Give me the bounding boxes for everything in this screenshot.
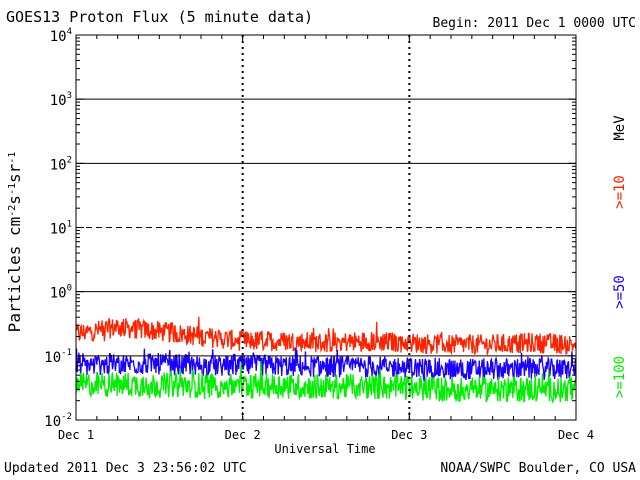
y-tick-label: 101 [50, 220, 72, 238]
series-line-p100 [75, 361, 577, 404]
y-axis-label: Particles cm-2s-1sr-1 [5, 152, 24, 333]
x-axis-label: Universal Time [274, 442, 375, 456]
x-tick-label: Dec 4 [558, 428, 594, 442]
y-tick-label: 10-1 [44, 348, 72, 366]
y-tick-label: 103 [50, 91, 72, 109]
x-tick-label: Dec 3 [391, 428, 427, 442]
y-tick-label: 104 [50, 27, 72, 45]
y-tick-label: 10-2 [44, 412, 72, 430]
plot-area: 10-2 10-1 100 101 102 103 104 Dec 1 Dec 2 Dec 3 De… [44, 27, 594, 442]
legend-entry-p50: >=50 [612, 275, 628, 309]
x-tick-label: Dec 2 [225, 428, 261, 442]
begin-time: Begin: 2011 Dec 1 0000 UTC [433, 16, 637, 31]
y-tick-label: 100 [50, 284, 72, 302]
legend-entry-p10: >=10 [612, 175, 628, 209]
chart-title: GOES13 Proton Flux (5 minute data) [6, 8, 313, 26]
series-line-p10 [75, 316, 577, 356]
updated-time: Updated 2011 Dec 3 23:56:02 UTC [4, 461, 247, 476]
legend-entry-p100: >=100 [612, 356, 628, 398]
legend: MeV >=10 >=50 >=100 [612, 115, 628, 398]
x-tick-label: Dec 1 [58, 428, 94, 442]
data-source: NOAA/SWPC Boulder, CO USA [440, 461, 636, 476]
series-line-p50 [75, 348, 577, 382]
legend-unit: MeV [612, 115, 628, 141]
y-tick-label: 102 [50, 155, 72, 173]
